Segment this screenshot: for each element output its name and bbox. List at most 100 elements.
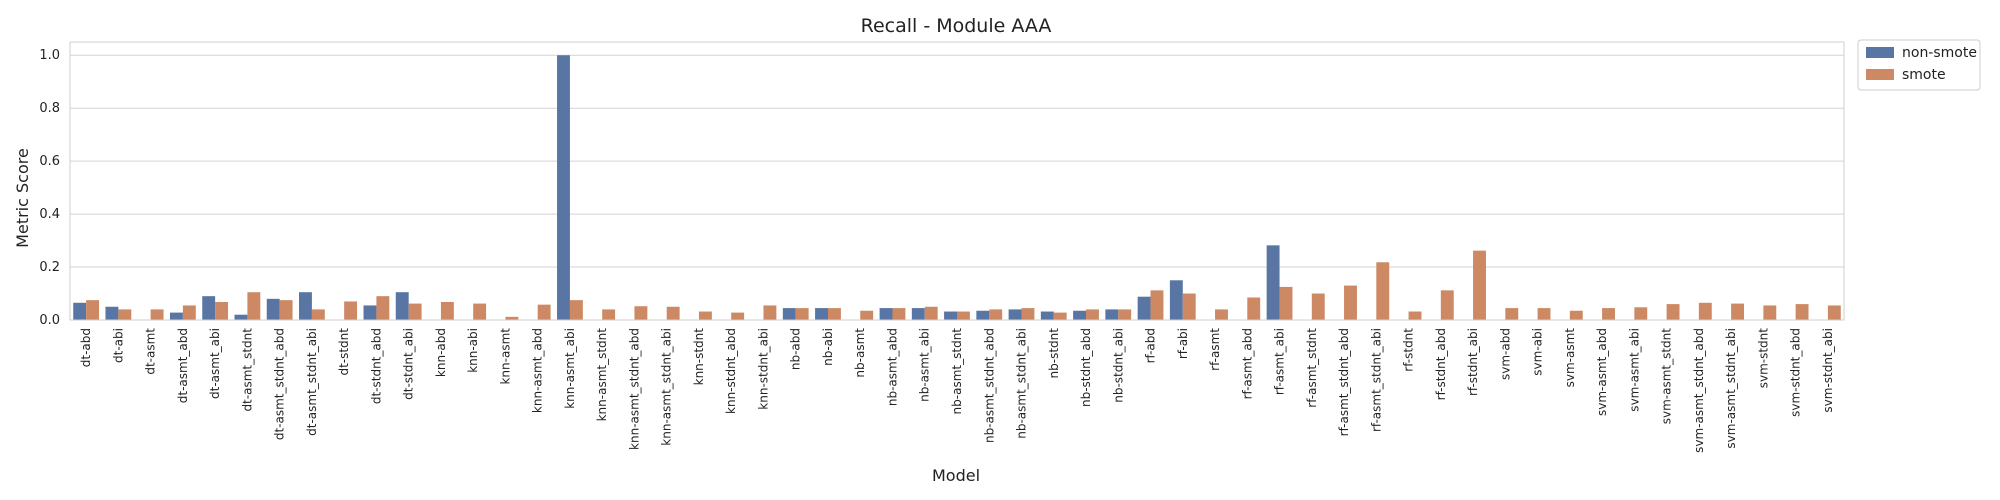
bar-smote <box>957 311 970 320</box>
bar-smote <box>1763 305 1777 320</box>
bar-non-smote <box>879 308 893 320</box>
bar-non-smote <box>815 308 828 320</box>
x-tick-label: rf-abi <box>1176 328 1190 359</box>
bar-smote <box>1118 309 1132 320</box>
bar-smote <box>1634 307 1648 320</box>
x-tick-label: svm-asmt_stdnt_abi <box>1724 328 1738 449</box>
x-tick-label: dt-asmt_abd <box>176 328 190 403</box>
legend-swatch-non-smote <box>1866 47 1894 58</box>
bar-smote <box>602 309 616 320</box>
x-tick-label: dt-asmt_stdnt_abi <box>305 328 319 436</box>
bar-smote <box>827 308 841 320</box>
x-tick-label: svm-asmt_abd <box>1595 328 1609 416</box>
bar-non-smote <box>944 311 957 320</box>
legend-label-non-smote: non-smote <box>1902 45 1977 61</box>
bar-non-smote <box>782 308 796 320</box>
bar-smote <box>1473 250 1486 320</box>
legend-swatch-smote <box>1866 69 1894 80</box>
y-tick-label: 0.8 <box>39 101 60 116</box>
x-tick-label: knn-stdnt_abi <box>756 328 770 410</box>
x-tick-label: rf-abd <box>1144 328 1158 363</box>
bar-non-smote <box>299 292 312 320</box>
y-tick-label: 0.0 <box>39 313 60 328</box>
y-axis-label: Metric Score <box>13 148 32 248</box>
x-tick-label: rf-asmt_stdnt <box>1305 328 1319 408</box>
bar-smote <box>440 302 454 320</box>
x-tick-label: rf-asmt_abi <box>1273 328 1287 395</box>
x-tick-label: nb-abi <box>821 328 835 366</box>
bar-smote <box>118 309 132 320</box>
x-tick-label: dt-stdnt_abi <box>402 328 416 400</box>
x-tick-label: nb-stdnt <box>1047 328 1061 379</box>
bar-non-smote <box>105 306 119 320</box>
x-tick-label: svm-abd <box>1498 328 1512 380</box>
x-axis-label: Model <box>932 466 980 485</box>
bar-smote <box>1215 309 1228 320</box>
x-tick-label: knn-asmt_abi <box>563 328 577 409</box>
bar-smote <box>473 303 487 320</box>
x-tick-label: rf-stdnt_abd <box>1434 328 1448 400</box>
y-tick-label: 0.6 <box>39 154 60 169</box>
bar-smote <box>795 308 809 320</box>
bar-smote <box>1440 290 1454 320</box>
x-tick-label: nb-asmt_stdnt_abi <box>1015 328 1029 439</box>
bar-smote <box>1344 285 1357 320</box>
x-tick-label: knn-stdnt <box>692 328 706 386</box>
x-tick-label: knn-asmt_abd <box>531 328 545 413</box>
bar-smote <box>731 312 745 320</box>
bar-smote <box>1731 303 1745 320</box>
x-tick-label: svm-asmt_stdnt <box>1660 328 1674 425</box>
x-tick-label: svm-abi <box>1531 328 1545 376</box>
x-tick-label: knn-abi <box>466 328 480 373</box>
bar-non-smote <box>1169 280 1183 320</box>
x-tick-label: svm-stdnt_abi <box>1821 328 1835 413</box>
x-tick-label: knn-stdnt_abd <box>724 328 738 414</box>
legend-label-smote: smote <box>1902 67 1946 83</box>
bar-smote <box>150 309 164 320</box>
bar-smote <box>763 305 777 320</box>
x-tick-label: rf-stdnt <box>1402 328 1416 372</box>
bar-non-smote <box>1266 245 1280 320</box>
x-tick-label: rf-stdnt_abi <box>1466 328 1480 396</box>
x-tick-label: dt-abd <box>79 328 93 367</box>
x-tick-label: nb-stdnt_abi <box>1111 328 1125 403</box>
x-tick-label: nb-asmt_abd <box>885 328 899 406</box>
bar-smote <box>924 306 938 320</box>
bar-smote <box>989 309 1003 320</box>
bar-smote <box>408 303 422 320</box>
bar-smote <box>1021 308 1035 320</box>
bar-non-smote <box>266 298 280 320</box>
bar-smote <box>1376 262 1390 320</box>
x-tick-label: dt-stdnt <box>337 328 351 376</box>
chart-title: Recall - Module AAA <box>861 15 1052 37</box>
bar-smote <box>537 304 551 320</box>
x-tick-label: dt-abi <box>111 328 125 363</box>
bar-non-smote <box>911 308 925 320</box>
bar-smote <box>1698 302 1712 320</box>
x-tick-label: svm-asmt_abi <box>1627 328 1641 412</box>
y-tick-label: 0.4 <box>39 207 60 222</box>
bar-non-smote <box>557 55 570 321</box>
x-tick-label: rf-asmt_abd <box>1240 328 1254 399</box>
bar-smote <box>1408 311 1422 320</box>
bar-smote <box>182 305 196 320</box>
bar-smote <box>1150 290 1164 320</box>
bar-non-smote <box>1073 310 1087 320</box>
y-tick-label: 0.2 <box>39 260 60 275</box>
x-tick-label: dt-asmt_stdnt <box>240 328 254 412</box>
bar-smote <box>1666 304 1680 320</box>
bar-smote <box>569 300 583 320</box>
bar-smote <box>344 301 358 320</box>
bar-smote <box>1311 293 1325 320</box>
bar-non-smote <box>1040 311 1054 320</box>
bar-smote <box>1086 309 1099 320</box>
x-tick-label: dt-stdnt_abd <box>369 328 383 404</box>
x-tick-label: knn-asmt_stdnt_abi <box>660 328 674 446</box>
bar-smote <box>1537 308 1551 320</box>
x-tick-label: dt-asmt_abi <box>208 328 222 399</box>
x-tick-label: nb-abd <box>789 328 803 370</box>
bar-non-smote <box>1137 296 1151 320</box>
x-tick-label: nb-asmt_stdnt <box>950 328 964 415</box>
bar-smote <box>279 300 293 320</box>
